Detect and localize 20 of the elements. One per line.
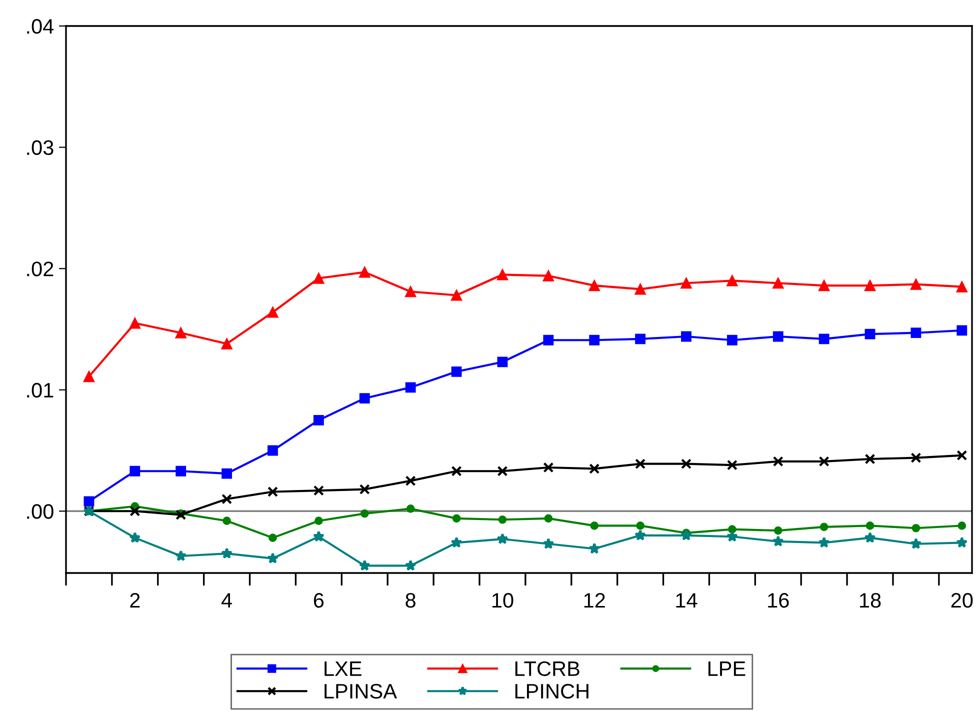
legend-label: LXE [324, 662, 362, 676]
x-tick-label: 10 [492, 592, 514, 608]
legend-label: LPINSA [324, 684, 397, 699]
y-tick-label: .01 [27, 382, 54, 398]
x-tick-label: 18 [860, 592, 881, 608]
legend-label: LTCRB [515, 661, 580, 676]
x-tick-label: 6 [314, 592, 324, 608]
legend-label: LPINCH [515, 684, 588, 699]
y-tick-label: .00 [27, 504, 54, 519]
x-tick-label: 14 [676, 593, 698, 608]
x-tick-label: 8 [406, 592, 416, 608]
x-tick-label: 20 [951, 592, 973, 608]
x-tick-label: 16 [768, 592, 789, 608]
y-tick-label: .03 [27, 140, 54, 156]
x-tick-label: 12 [584, 592, 605, 608]
legend-label: LPE [708, 662, 746, 676]
y-tick-label: .02 [27, 262, 54, 276]
x-tick-label: 2 [130, 592, 140, 608]
x-tick-label: 4 [221, 593, 232, 608]
y-tick-label: .04 [27, 19, 54, 34]
